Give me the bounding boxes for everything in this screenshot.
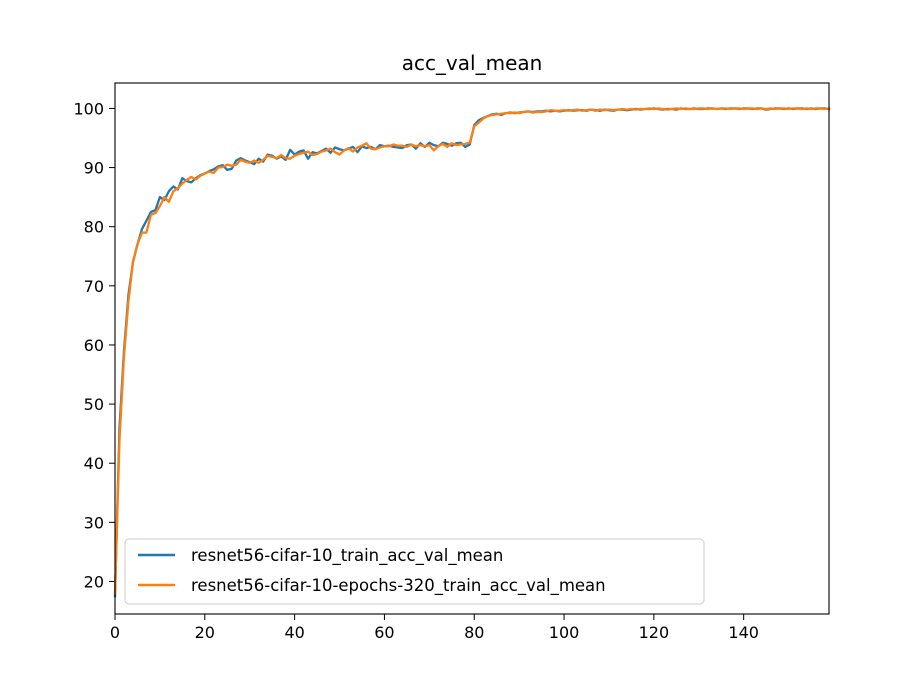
y-tick-label: 20	[84, 572, 104, 591]
series-lines	[113, 107, 831, 598]
y-tick-label: 60	[84, 336, 104, 355]
y-axis-ticks: 20 30 40 50 60 70 80 90 100	[73, 99, 115, 591]
y-tick-label: 100	[73, 99, 104, 118]
x-tick-label: 0	[110, 623, 120, 642]
legend-box	[124, 538, 705, 605]
x-tick-label: 140	[728, 623, 759, 642]
y-tick-label: 50	[84, 395, 104, 414]
legend: resnet56-cifar-10_train_acc_val_mean res…	[124, 538, 705, 605]
y-tick-label: 90	[84, 159, 104, 178]
y-tick-label: 70	[84, 277, 104, 296]
series-line-epochs-320	[113, 107, 831, 595]
x-tick-label: 40	[284, 623, 304, 642]
x-tick-label: 100	[549, 623, 580, 642]
legend-label-epochs-320: resnet56-cifar-10-epochs-320_train_acc_v…	[191, 576, 606, 596]
y-tick-label: 80	[84, 218, 104, 237]
x-tick-label: 20	[195, 623, 215, 642]
x-tick-label: 60	[374, 623, 394, 642]
plot-frame	[114, 82, 830, 615]
legend-label-train: resnet56-cifar-10_train_acc_val_mean	[191, 546, 503, 566]
y-tick-label: 30	[84, 513, 104, 532]
x-tick-label: 80	[464, 623, 484, 642]
y-tick-label: 40	[84, 454, 104, 473]
chart-title: acc_val_mean	[402, 51, 543, 75]
x-tick-label: 120	[639, 623, 670, 642]
x-axis-ticks: 0 20 40 60 80 100 120 140	[110, 614, 759, 642]
